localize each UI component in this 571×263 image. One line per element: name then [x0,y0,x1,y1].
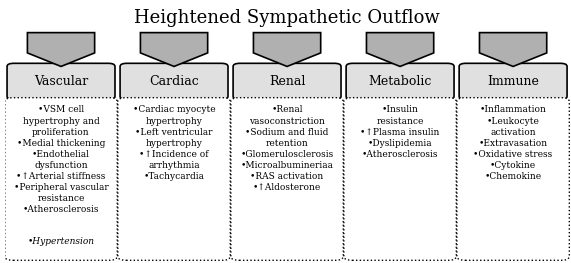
Text: •Insulin
resistance
•↑Plasma insulin
•Dyslipidemia
•Atherosclerosis: •Insulin resistance •↑Plasma insulin •Dy… [360,105,440,159]
Text: Heightened Sympathetic Outflow: Heightened Sympathetic Outflow [134,9,440,27]
Text: Vascular: Vascular [34,75,88,88]
FancyBboxPatch shape [231,98,343,260]
Polygon shape [480,33,546,67]
FancyBboxPatch shape [346,63,454,99]
Polygon shape [27,33,95,67]
FancyBboxPatch shape [7,63,115,99]
FancyBboxPatch shape [457,98,569,260]
Polygon shape [367,33,434,67]
Polygon shape [140,33,208,67]
FancyBboxPatch shape [120,63,228,99]
FancyBboxPatch shape [344,98,456,260]
Text: •Renal
vasoconstriction
•Sodium and fluid
retention
•Glomerulosclerosis
•Microal: •Renal vasoconstriction •Sodium and flui… [240,105,333,192]
Text: Metabolic: Metabolic [368,75,432,88]
Text: Renal: Renal [269,75,305,88]
Text: •Cardiac myocyte
hypertrophy
•Left ventricular
hypertrophy
•↑Incidence of
arrhyt: •Cardiac myocyte hypertrophy •Left ventr… [132,105,215,181]
Polygon shape [254,33,321,67]
FancyBboxPatch shape [459,63,567,99]
Text: •VSM cell
hypertrophy and
proliferation
•Medial thickening
•Endothelial
dysfunct: •VSM cell hypertrophy and proliferation … [14,105,108,214]
FancyBboxPatch shape [118,98,230,260]
Text: •Hypertension: •Hypertension [27,237,95,246]
FancyBboxPatch shape [233,63,341,99]
Text: Immune: Immune [487,75,539,88]
FancyBboxPatch shape [5,98,117,260]
Text: Cardiac: Cardiac [149,75,199,88]
Text: •Inflammation
•Leukocyte
activation
•Extravasation
•Oxidative stress
•Cytokine
•: •Inflammation •Leukocyte activation •Ext… [473,105,553,181]
